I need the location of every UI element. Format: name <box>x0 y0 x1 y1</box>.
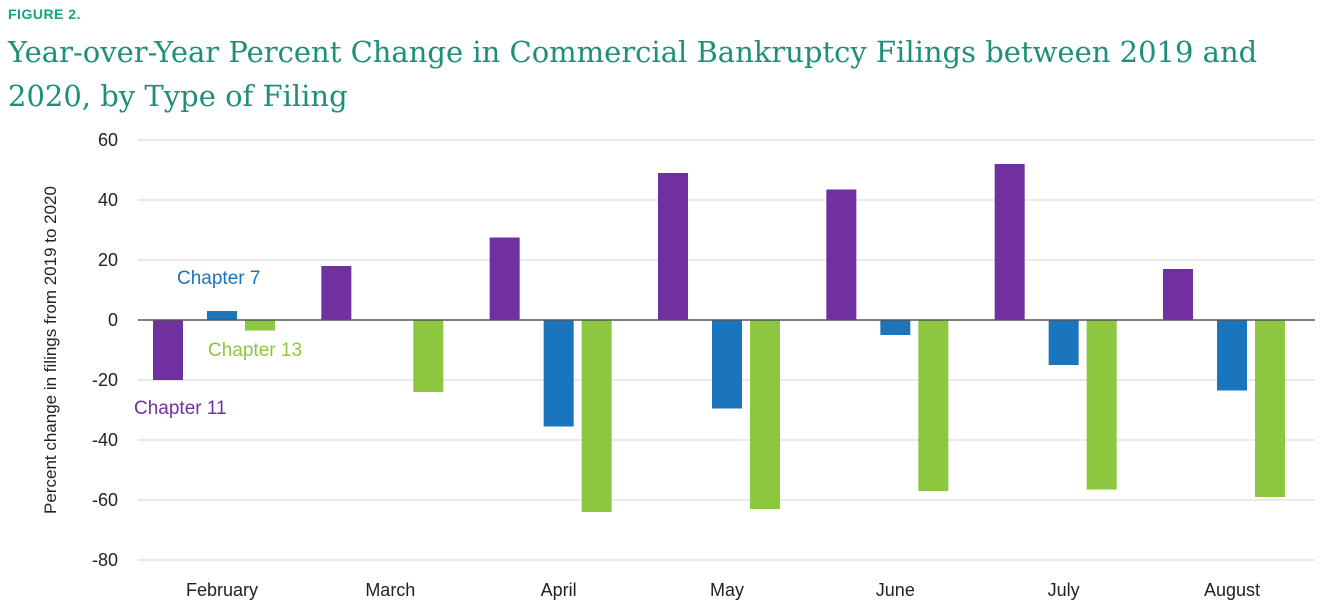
y-axis-ticks: 60 40 20 0 -20 -40 -60 -80 <box>92 130 118 570</box>
y-tick-label: 0 <box>108 310 118 330</box>
bar-chapter-13-may <box>750 320 780 509</box>
y-tick-label: -60 <box>92 490 118 510</box>
x-tick-label: July <box>1048 580 1080 600</box>
x-tick-label: May <box>710 580 744 600</box>
y-tick-label: -40 <box>92 430 118 450</box>
bar-chapter-13-june <box>918 320 949 491</box>
series-label-chapter-7: Chapter 7 <box>177 268 260 289</box>
bar-chapter-11-may <box>658 173 688 320</box>
series-labels: Chapter 11 Chapter 7 Chapter 13 <box>134 268 302 419</box>
bar-chapter-13-april <box>581 320 612 512</box>
chart-title: Year-over-Year Percent Change in Commerc… <box>8 35 1258 113</box>
y-tick-label: 20 <box>98 250 118 270</box>
y-tick-label: 40 <box>98 190 118 210</box>
y-axis-title: Percent change in filings from 2019 to 2… <box>41 186 60 514</box>
bar-chapter-13-july <box>1086 320 1117 490</box>
series-label-chapter-11: Chapter 11 <box>134 398 227 419</box>
bar-chapter-7-may <box>712 320 742 409</box>
bar-chapter-13-august <box>1255 320 1285 497</box>
bar-chapter-7-july <box>1048 320 1079 365</box>
x-tick-label: March <box>365 580 415 600</box>
x-tick-label: June <box>876 580 915 600</box>
figure-label: FIGURE 2. <box>8 6 81 22</box>
bar-chapter-7-june <box>880 320 911 335</box>
bar-chapter-7-august <box>1217 320 1247 391</box>
y-tick-label: 60 <box>98 130 118 150</box>
x-axis-ticks: February March April May June July August <box>186 580 1260 600</box>
bar-chapter-13-march <box>413 320 444 392</box>
bar-chapter-11-march <box>321 266 352 320</box>
y-tick-label: -80 <box>92 550 118 570</box>
bars <box>153 164 1285 512</box>
bar-chapter-11-july <box>994 164 1025 320</box>
bar-chapter-7-april <box>543 320 574 427</box>
bar-chapter-11-april <box>489 237 520 320</box>
x-tick-label: February <box>186 580 258 600</box>
x-tick-label: April <box>541 580 577 600</box>
series-label-chapter-13: Chapter 13 <box>208 340 302 361</box>
bar-chapter-11-june <box>826 189 857 320</box>
bar-chapter-7-february <box>207 311 237 320</box>
x-tick-label: August <box>1204 580 1260 600</box>
bar-chapter-11-february <box>153 320 183 380</box>
y-tick-label: -20 <box>92 370 118 390</box>
bar-chapter-11-august <box>1163 269 1193 320</box>
bar-chapter-13-february <box>245 320 275 331</box>
